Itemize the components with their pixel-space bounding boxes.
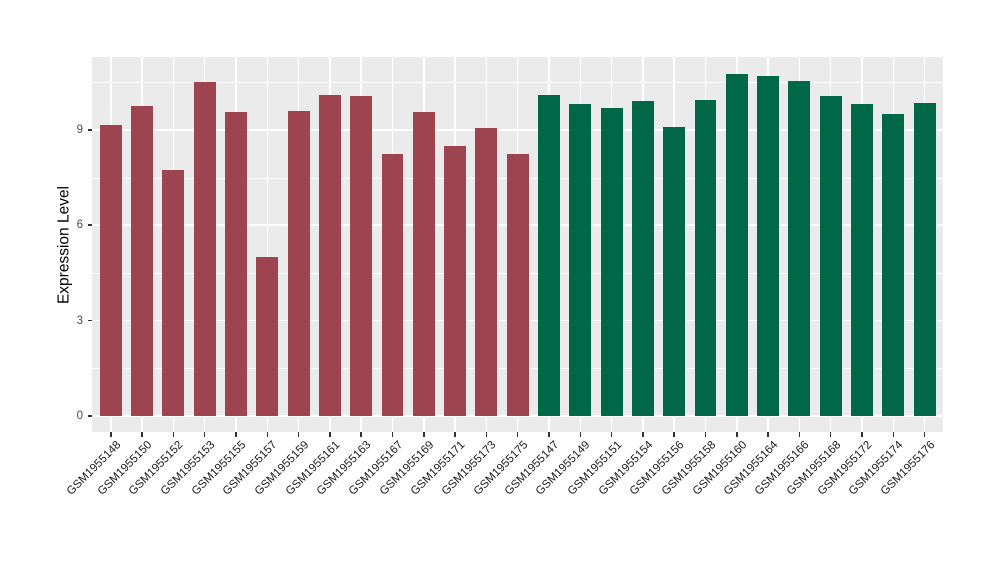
bar-GSM1955161 — [318, 94, 341, 416]
bar-GSM1955168 — [819, 96, 842, 416]
x-axis-tick-GSM1955164 — [767, 432, 769, 437]
x-axis-tick-GSM1955156 — [673, 432, 675, 437]
y-axis-tick-0 — [87, 415, 92, 417]
x-axis-tick-GSM1955147 — [548, 432, 550, 437]
y-axis-tick-3 — [87, 319, 92, 322]
x-axis-tick-GSM1955160 — [736, 432, 738, 437]
bar-GSM1955174 — [882, 113, 905, 416]
x-axis-tick-GSM1955175 — [516, 432, 519, 437]
bar-GSM1955150 — [131, 105, 154, 416]
x-axis-tick-GSM1955154 — [642, 432, 644, 437]
x-axis-tick-GSM1955152 — [172, 432, 175, 437]
bar-GSM1955153 — [193, 82, 216, 416]
bar-GSM1955167 — [381, 153, 404, 416]
bar-GSM1955147 — [538, 94, 560, 416]
bar-GSM1955154 — [631, 101, 654, 416]
x-axis-tick-GSM1955151 — [610, 432, 613, 437]
x-axis-tick-GSM1955148 — [110, 432, 112, 437]
x-axis-tick-GSM1955150 — [141, 432, 143, 437]
bar-GSM1955171 — [444, 145, 467, 416]
y-axis-title: Expression Level — [55, 185, 73, 305]
y-tick-label-6: 6 — [76, 219, 83, 232]
bar-GSM1955159 — [287, 110, 310, 416]
plot-panel — [92, 57, 943, 432]
x-axis-tick-GSM1955173 — [485, 432, 488, 437]
x-axis-tick-GSM1955153 — [203, 432, 206, 437]
x-axis-tick-GSM1955159 — [297, 432, 300, 437]
y-tick-label-0: 0 — [76, 410, 83, 422]
bar-GSM1955172 — [851, 104, 873, 416]
bar-GSM1955152 — [162, 169, 185, 416]
y-tick-label-9: 9 — [76, 123, 83, 136]
bar-GSM1955151 — [600, 107, 623, 416]
x-axis-tick-GSM1955167 — [391, 432, 394, 437]
bar-GSM1955175 — [506, 153, 529, 416]
y-tick-label-3: 3 — [76, 314, 83, 327]
bar-GSM1955160 — [725, 74, 748, 416]
bar-GSM1955163 — [350, 96, 373, 416]
x-axis-tick-GSM1955155 — [235, 432, 237, 437]
x-axis-tick-GSM1955163 — [360, 432, 362, 437]
x-axis-tick-GSM1955176 — [923, 432, 926, 437]
bar-GSM1955155 — [225, 112, 247, 416]
bar-GSM1955158 — [694, 99, 717, 416]
bar-GSM1955157 — [256, 257, 279, 416]
x-tick-label-GSM1955148: GSM1955148 — [64, 439, 124, 498]
bar-GSM1955148 — [99, 125, 122, 416]
y-axis-tick-9 — [87, 129, 92, 131]
bar-GSM1955166 — [788, 80, 811, 416]
x-axis-tick-GSM1955161 — [329, 432, 331, 437]
vertical-gridline-GSM1955157 — [266, 57, 269, 432]
x-axis-tick-GSM1955166 — [798, 432, 801, 437]
x-axis-tick-GSM1955168 — [829, 432, 832, 437]
bar-GSM1955169 — [412, 112, 435, 416]
bar-GSM1955164 — [757, 75, 780, 416]
x-axis-tick-GSM1955158 — [704, 432, 707, 437]
x-axis-tick-GSM1955174 — [892, 432, 895, 437]
x-axis-tick-GSM1955149 — [579, 432, 582, 437]
bar-GSM1955173 — [475, 128, 498, 416]
x-axis-tick-GSM1955172 — [861, 432, 863, 437]
y-axis-tick-6 — [87, 224, 92, 226]
bar-GSM1955156 — [663, 126, 686, 416]
x-axis-tick-GSM1955171 — [454, 432, 456, 437]
x-axis-tick-GSM1955157 — [266, 432, 269, 437]
bar-GSM1955176 — [913, 102, 936, 416]
bar-GSM1955149 — [569, 104, 592, 416]
x-axis-tick-GSM1955169 — [423, 432, 425, 437]
